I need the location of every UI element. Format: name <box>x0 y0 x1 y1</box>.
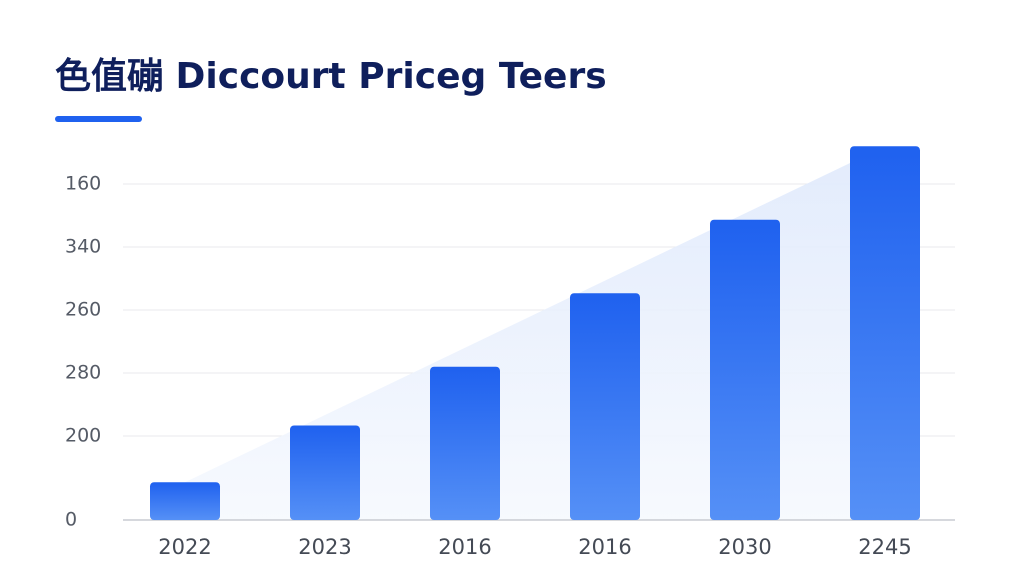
bar <box>150 482 220 520</box>
bar <box>290 425 360 520</box>
x-tick-label: 2016 <box>578 535 631 559</box>
y-tick-label: 200 <box>65 425 101 447</box>
y-tick-label: 0 <box>65 509 77 531</box>
chart-title: 色值磞 Diccourt Priceg Teers <box>55 56 607 97</box>
y-tick-label: 340 <box>65 236 101 258</box>
x-tick-label: 2023 <box>298 535 351 559</box>
title-underline <box>55 116 142 122</box>
bar <box>710 219 780 520</box>
y-tick-label: 280 <box>65 362 101 384</box>
bar <box>850 146 920 520</box>
x-tick-label: 2022 <box>158 535 211 559</box>
y-tick-label: 160 <box>65 173 101 195</box>
bar <box>430 366 500 520</box>
x-tick-label: 2016 <box>438 535 491 559</box>
y-tick-label: 260 <box>65 299 101 321</box>
x-tick-label: 2245 <box>858 535 911 559</box>
x-tick-label: 2030 <box>718 535 771 559</box>
bar <box>570 293 640 520</box>
